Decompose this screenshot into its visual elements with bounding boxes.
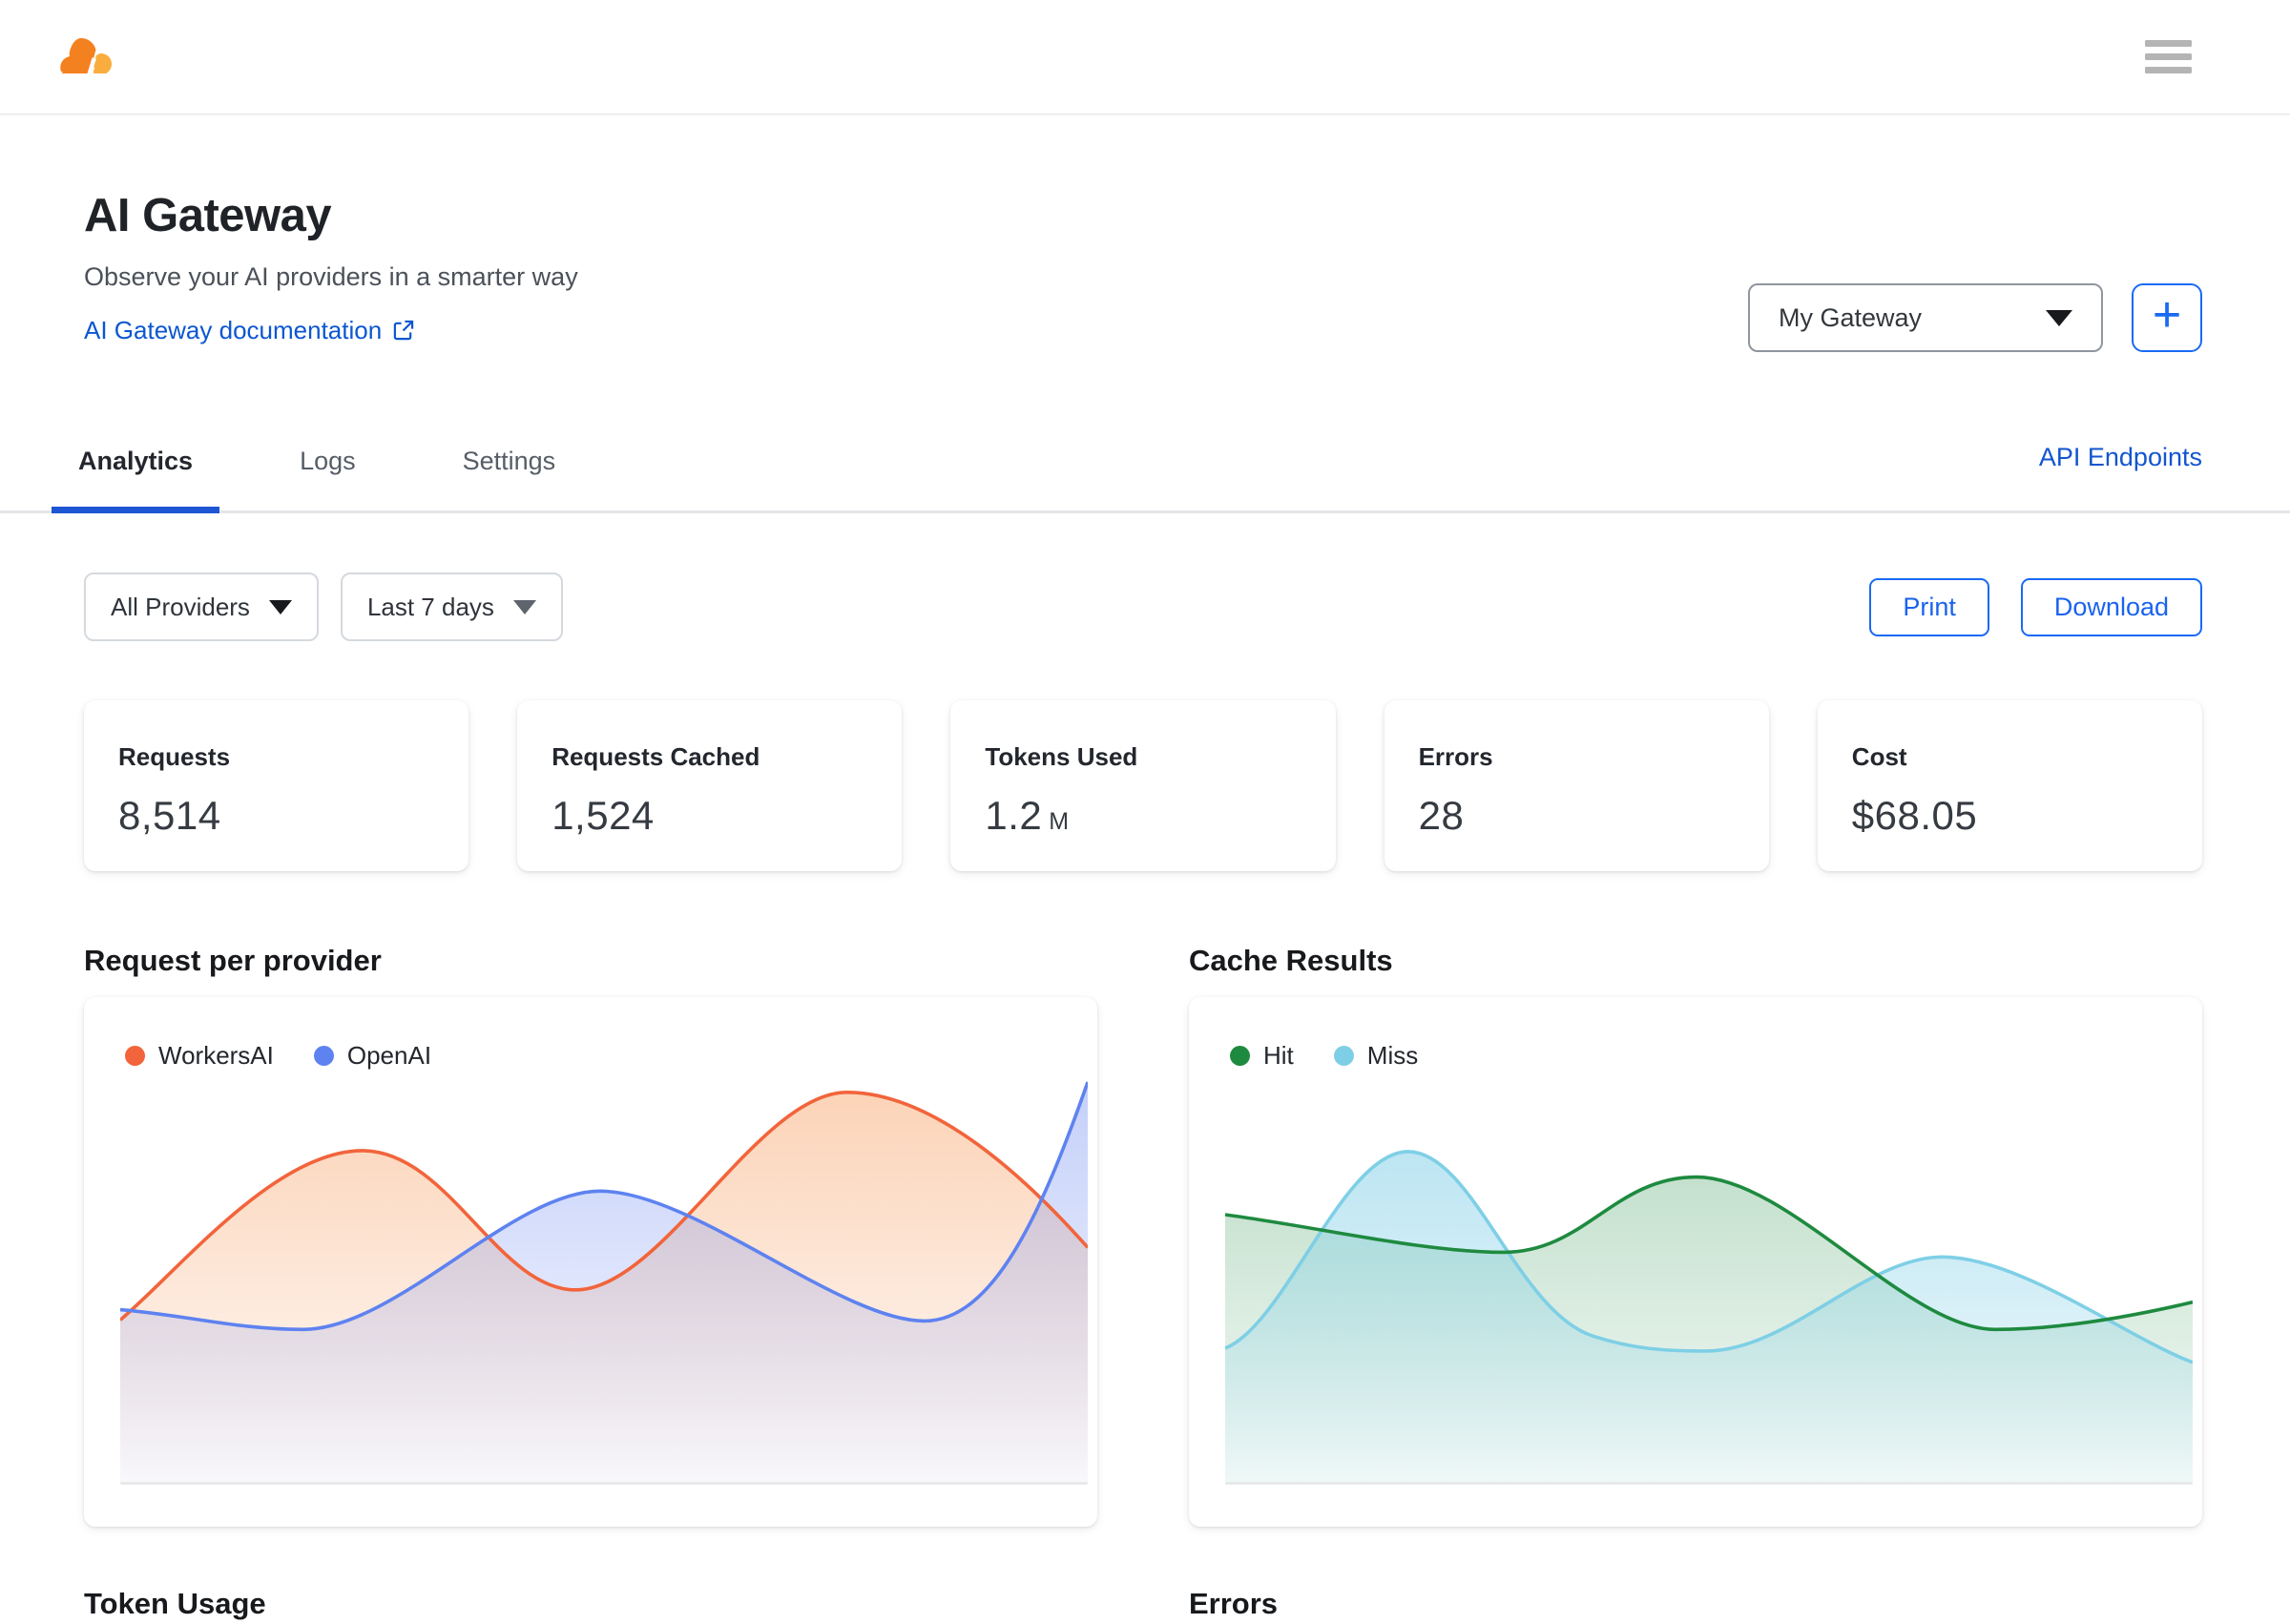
stat-value: 8,514	[118, 793, 221, 838]
stat-card-tokens-used: Tokens Used 1.2 M	[950, 700, 1336, 871]
date-range-dropdown[interactable]: Last 7 days	[340, 573, 563, 641]
legend-label: Hit	[1263, 1041, 1294, 1070]
stat-label: Tokens Used	[985, 742, 1138, 771]
section-title-token-usage: Token Usage	[84, 1587, 266, 1620]
stat-label: Errors	[1418, 742, 1493, 771]
stat-card-requests: Requests 8,514	[84, 700, 469, 871]
chart-legend: WorkersAI OpenAI	[125, 1041, 431, 1071]
stat-card-cost: Cost $68.05	[1817, 700, 2202, 871]
page-subtitle: Observe your AI providers in a smarter w…	[84, 261, 578, 291]
legend-label: WorkersAI	[158, 1041, 274, 1070]
tab-settings[interactable]: Settings	[462, 447, 556, 475]
external-link-icon	[393, 320, 414, 341]
print-button[interactable]: Print	[1869, 577, 1989, 636]
legend-label: OpenAI	[346, 1041, 432, 1070]
add-gateway-button[interactable]: +	[2132, 283, 2202, 352]
tab-analytics[interactable]: Analytics	[52, 447, 220, 513]
chart-baseline	[1225, 1482, 2193, 1485]
miss-area	[1225, 1151, 2193, 1483]
miss-line	[1225, 1152, 2193, 1363]
legend-dot-icon	[125, 1046, 145, 1066]
chart-title-cache-results: Cache Results	[1189, 944, 1393, 977]
chart-plot-area	[1225, 1078, 2193, 1483]
section-title-errors: Errors	[1189, 1587, 1279, 1620]
legend-dot-icon	[313, 1046, 334, 1066]
requests-per-provider-chart: WorkersAI OpenAI	[84, 997, 1097, 1527]
stat-label: Requests	[118, 742, 231, 771]
legend-item-hit: Hit	[1230, 1041, 1294, 1071]
gateway-select[interactable]: My Gateway	[1748, 283, 2103, 352]
stat-unit: M	[1049, 808, 1070, 835]
documentation-link-label: AI Gateway documentation	[84, 315, 383, 344]
provider-filter-value: All Providers	[111, 592, 250, 621]
chart-title-requests-per-provider: Request per provider	[84, 944, 382, 977]
chevron-down-icon	[2046, 309, 2072, 326]
api-endpoints-link[interactable]: API Endpoints	[2038, 443, 2202, 471]
legend-dot-icon	[1230, 1046, 1250, 1066]
tabs-row: Analytics Logs Settings API Endpoints	[0, 443, 2290, 513]
legend-dot-icon	[1333, 1046, 1354, 1066]
openai-line	[120, 1082, 1088, 1329]
chart-plot-area	[120, 1078, 1088, 1483]
stat-label: Cost	[1851, 742, 1907, 771]
chart-baseline	[120, 1482, 1088, 1485]
stat-value: 1,524	[552, 793, 655, 838]
hero-section: AI Gateway Observe your AI providers in …	[84, 191, 2202, 352]
download-button[interactable]: Download	[2020, 577, 2202, 636]
top-bar	[0, 0, 2290, 115]
documentation-link[interactable]: AI Gateway documentation	[84, 316, 414, 345]
workersai-line	[120, 1093, 1088, 1321]
stat-label: Requests Cached	[552, 742, 760, 771]
cache-results-chart: Hit Miss	[1189, 997, 2202, 1527]
cloudflare-logo-icon[interactable]	[59, 35, 116, 79]
provider-filter-dropdown[interactable]: All Providers	[84, 573, 319, 641]
stat-value: 28	[1418, 793, 1465, 838]
chevron-down-icon	[512, 599, 536, 614]
page-title: AI Gateway	[84, 190, 332, 241]
filter-row: All Providers Last 7 days Print Download	[84, 573, 2202, 641]
stat-value: 1.2	[985, 793, 1043, 838]
legend-label: Miss	[1366, 1041, 1419, 1070]
chevron-down-icon	[268, 599, 292, 614]
legend-item-openai: OpenAI	[313, 1041, 432, 1071]
legend-item-miss: Miss	[1333, 1041, 1419, 1071]
stat-value: $68.05	[1851, 793, 1978, 838]
tab-logs[interactable]: Logs	[300, 447, 356, 475]
stat-card-errors: Errors 28	[1384, 700, 1769, 871]
date-range-value: Last 7 days	[366, 592, 494, 621]
gateway-select-value: My Gateway	[1779, 302, 1923, 332]
menu-icon[interactable]	[2145, 40, 2192, 73]
legend-item-workersai: WorkersAI	[125, 1041, 274, 1071]
stat-card-requests-cached: Requests Cached 1,524	[517, 700, 903, 871]
chart-legend: Hit Miss	[1230, 1041, 1418, 1071]
stats-row: Requests 8,514 Requests Cached 1,524 Tok…	[84, 700, 2202, 871]
hit-line	[1225, 1177, 2193, 1330]
